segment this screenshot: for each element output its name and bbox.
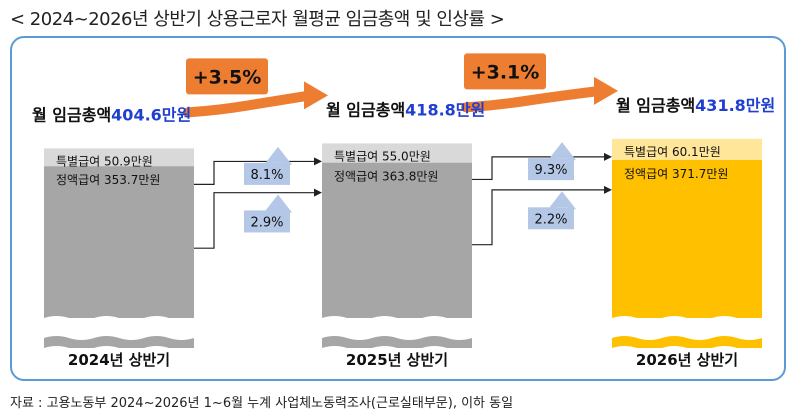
axis-break-cover (322, 346, 472, 354)
regular-label: 정액급여 353.7만원 (56, 173, 160, 187)
axis-break-gap (44, 316, 194, 338)
bonus-growth-label: 8.1% (250, 168, 283, 183)
regular-growth-connector-head (314, 188, 322, 197)
regular-segment-bottom (322, 336, 472, 348)
bonus-segment (44, 148, 194, 167)
total-label: 월 임금총액404.6만원 (32, 105, 191, 124)
total-label-text: 월 임금총액 (616, 96, 695, 115)
total-growth-label: +3.5% (193, 66, 262, 88)
bonus-growth-connector-head (604, 152, 612, 161)
total-label-value: 404.6만원 (111, 105, 191, 124)
regular-growth-badge (528, 207, 574, 230)
bonus-growth-badge (528, 158, 574, 181)
bonus-growth-connector-head (314, 157, 322, 166)
total-growth-label: +3.1% (471, 61, 540, 83)
total-label-value: 418.8만원 (405, 100, 485, 119)
bonus-growth-up-arrow (548, 142, 576, 161)
bonus-segment (322, 143, 472, 163)
bonus-growth-badge (244, 162, 290, 185)
regular-growth-connector (472, 189, 606, 246)
total-label-text: 월 임금총액 (326, 100, 405, 119)
regular-growth-connector-head (604, 185, 612, 194)
bonus-growth-connector (472, 156, 606, 181)
regular-growth-connector (194, 192, 316, 249)
category-label: 2026년 상반기 (636, 351, 738, 369)
total-label-value: 431.8만원 (695, 96, 775, 115)
regular-segment-bottom (612, 336, 762, 348)
category-label: 2025년 상반기 (346, 351, 448, 369)
total-growth-arrow-head (304, 81, 328, 110)
total-growth-badge (186, 58, 268, 95)
bonus-label: 특별급여 55.0만원 (334, 149, 431, 163)
regular-growth-up-arrow (264, 194, 292, 213)
total-label: 월 임금총액431.8만원 (616, 96, 775, 115)
regular-segment (44, 166, 194, 290)
regular-growth-badge (244, 210, 290, 233)
total-growth-badge (464, 53, 546, 90)
axis-break-gap (612, 316, 762, 338)
bonus-label: 특별급여 60.1만원 (624, 145, 721, 159)
regular-growth-up-arrow (548, 191, 576, 210)
regular-segment-bottom (44, 336, 194, 348)
total-growth-arrow (183, 90, 315, 118)
regular-segment-truncated (322, 290, 472, 318)
bonus-label: 특별급여 50.9만원 (56, 154, 153, 168)
axis-break-cover (44, 346, 194, 354)
regular-label: 정액급여 363.8만원 (334, 170, 438, 184)
source-note: 자료 : 고용노동부 2024~2026년 1~6월 누계 사업체노동력조사(근… (10, 396, 514, 411)
bonus-segment (612, 138, 762, 160)
total-label-text: 월 임금총액 (32, 105, 111, 124)
regular-segment-truncated (44, 290, 194, 318)
axis-break-cover (612, 346, 762, 354)
regular-segment (612, 159, 762, 290)
total-growth-arrow-head (594, 76, 618, 105)
bonus-growth-up-arrow (264, 146, 292, 165)
regular-growth-label: 2.9% (250, 215, 283, 230)
bonus-growth-connector (194, 160, 316, 185)
total-growth-arrow (461, 85, 605, 113)
regular-segment-truncated (612, 290, 762, 318)
chart-title: < 2024~2026년 상반기 상용근로자 월평균 임금총액 및 인상률 > (10, 9, 505, 30)
regular-growth-label: 2.2% (534, 212, 567, 227)
bonus-growth-label: 9.3% (534, 163, 567, 178)
regular-label: 정액급여 371.7만원 (624, 167, 728, 181)
category-label: 2024년 상반기 (68, 351, 170, 369)
total-label: 월 임금총액418.8만원 (326, 100, 485, 119)
axis-break-gap (322, 316, 472, 338)
regular-segment (322, 162, 472, 290)
